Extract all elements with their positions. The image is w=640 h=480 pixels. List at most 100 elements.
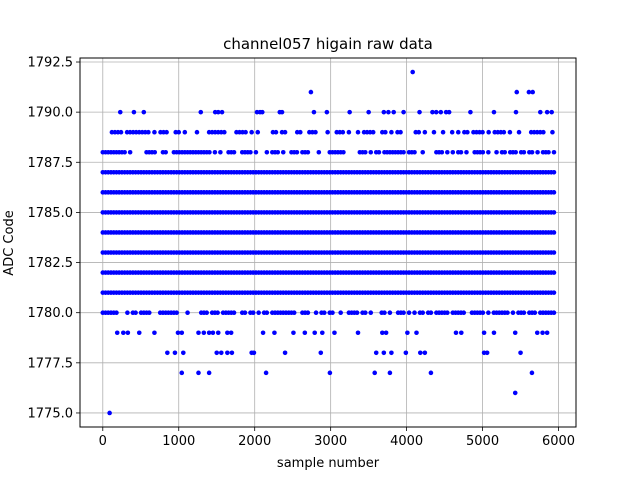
data-point [146, 129, 151, 135]
data-point [486, 149, 491, 155]
data-point [282, 129, 288, 135]
data-point [330, 310, 335, 315]
data-point [373, 350, 379, 356]
data-point [403, 350, 409, 356]
y-tick-label: 1780.0 [28, 306, 74, 321]
data-point [445, 149, 450, 155]
data-point [387, 310, 393, 315]
data-point [136, 330, 142, 336]
data-point [164, 129, 169, 135]
data-point [406, 310, 412, 315]
data-point [272, 330, 277, 336]
data-point [480, 129, 485, 135]
data-point [279, 109, 285, 115]
data-point [218, 350, 224, 356]
data-point [229, 350, 235, 356]
data-point [458, 149, 464, 155]
data-point [480, 310, 486, 315]
data-point [125, 330, 131, 336]
data-point [207, 149, 212, 155]
data-point [231, 149, 237, 155]
data-point [513, 149, 518, 155]
data-point [114, 330, 120, 336]
data-point [250, 310, 256, 315]
data-point [219, 109, 225, 115]
data-point [551, 270, 557, 275]
data-point [505, 310, 510, 315]
data-point [185, 310, 190, 315]
x-axis-ticks: 0 1000 2000 3000 4000 5000 6000 [99, 427, 575, 449]
data-point [431, 129, 437, 135]
data-point [534, 330, 540, 336]
data-point [118, 129, 124, 135]
data-point [439, 149, 445, 155]
data-point [194, 129, 200, 135]
data-point [114, 310, 119, 315]
data-point [486, 129, 491, 135]
data-point [389, 350, 394, 356]
data-point [297, 129, 303, 135]
data-point [514, 89, 520, 95]
data-point [380, 330, 385, 336]
x-tick-label: 0 [99, 434, 107, 449]
data-point [398, 129, 403, 135]
data-point [141, 109, 147, 115]
data-point [464, 149, 469, 155]
data-point [518, 350, 523, 356]
data-point [264, 310, 270, 315]
data-point [291, 310, 297, 315]
data-point [383, 330, 389, 336]
data-point [366, 109, 371, 115]
y-tick-label: 1787.5 [28, 156, 74, 171]
data-point [355, 129, 361, 135]
data-point [311, 109, 317, 115]
data-point [512, 390, 518, 396]
data-point [455, 129, 461, 135]
data-point [312, 330, 318, 336]
data-point [280, 149, 286, 155]
data-point [551, 290, 557, 295]
x-tick-label: 4000 [390, 434, 423, 449]
data-point [354, 310, 360, 315]
data-point [465, 129, 470, 135]
data-point [551, 190, 557, 195]
chart-title: channel057 higain raw data [223, 35, 433, 53]
y-axis-ticks: 1775.0 1777.5 1780.0 1782.5 1785.0 1787.5 1790… [28, 56, 80, 421]
data-point [251, 350, 257, 356]
y-axis-label: ADC Code [2, 210, 17, 275]
data-point [242, 310, 248, 315]
data-point [372, 370, 378, 376]
data-point [521, 310, 527, 315]
data-point [282, 350, 288, 356]
data-point [327, 370, 333, 376]
data-point [175, 330, 181, 336]
data-point [449, 129, 455, 135]
data-point [480, 149, 486, 155]
data-point [535, 149, 540, 155]
data-point [179, 370, 185, 376]
data-point [551, 210, 557, 215]
data-point [152, 149, 158, 155]
data-point [401, 109, 406, 115]
data-point [225, 350, 230, 356]
data-point [174, 310, 179, 315]
data-point [318, 350, 324, 356]
data-point [340, 129, 346, 135]
data-point [416, 129, 422, 135]
data-point [210, 330, 216, 336]
x-tick-label: 2000 [238, 434, 271, 449]
data-point [316, 149, 322, 155]
x-tick-label: 5000 [466, 434, 499, 449]
data-point [291, 330, 296, 336]
data-point [405, 330, 410, 336]
data-point [551, 250, 557, 255]
data-point [420, 310, 426, 315]
data-point [412, 149, 417, 155]
data-point [165, 350, 170, 356]
data-point [501, 129, 507, 135]
data-point [133, 310, 138, 315]
data-point [516, 129, 522, 135]
x-tick-label: 3000 [314, 434, 347, 449]
data-point [107, 410, 112, 416]
